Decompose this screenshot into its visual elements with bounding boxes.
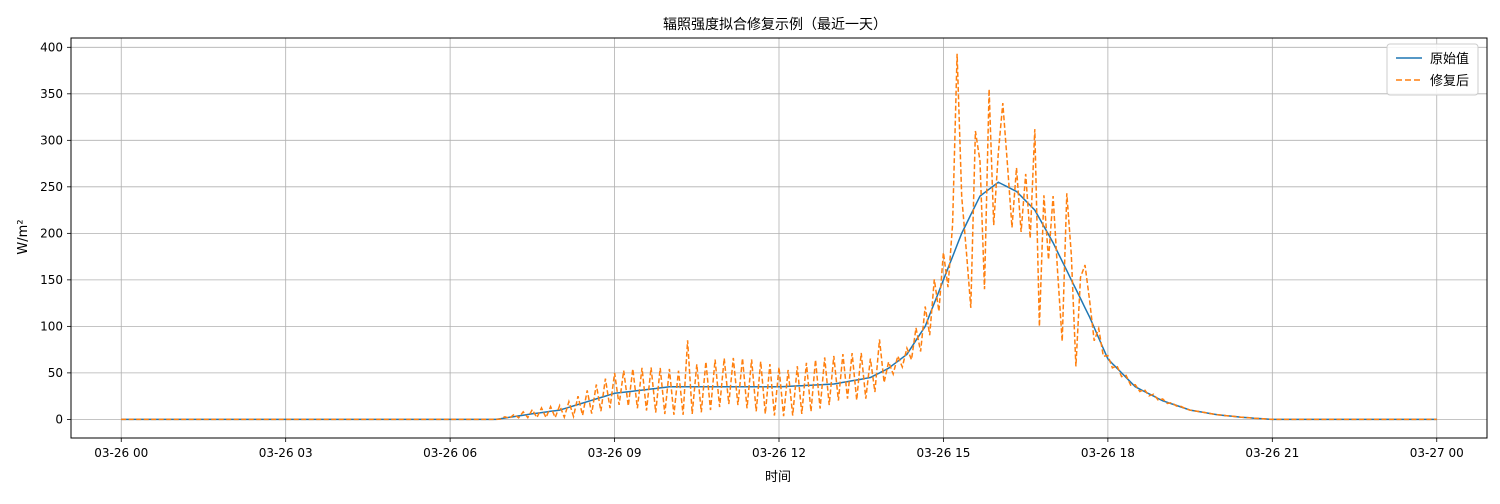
x-tick-label: 03-26 18 xyxy=(1081,446,1135,460)
chart-title: 辐照强度拟合修复示例（最近一天） xyxy=(663,16,887,33)
x-tick-label: 03-26 21 xyxy=(1245,446,1299,460)
y-tick-label: 0 xyxy=(55,412,63,426)
x-tick-label: 03-27 00 xyxy=(1410,446,1464,460)
y-tick-label: 300 xyxy=(40,133,63,147)
x-tick-label: 03-26 03 xyxy=(259,446,313,460)
y-tick-label: 100 xyxy=(40,319,63,333)
x-tick-label: 03-26 15 xyxy=(916,446,970,460)
x-tick-label: 03-26 09 xyxy=(588,446,642,460)
y-tick-label: 250 xyxy=(40,180,63,194)
y-tick-label: 150 xyxy=(40,273,63,287)
legend: 原始值 修复后 xyxy=(1386,43,1479,96)
y-tick-label: 350 xyxy=(40,87,63,101)
legend-box xyxy=(1386,43,1479,96)
legend-label-repaired: 修复后 xyxy=(1430,74,1469,89)
grid-lines xyxy=(71,38,1487,438)
y-tick-label: 50 xyxy=(48,366,63,380)
y-tick-label: 400 xyxy=(40,40,63,54)
x-tick-label: 03-26 12 xyxy=(752,446,806,460)
legend-label-original: 原始值 xyxy=(1430,51,1469,67)
y-axis-label: W/m² xyxy=(16,219,31,254)
x-axis-label: 时间 xyxy=(765,470,791,485)
y-tick-label: 200 xyxy=(40,226,63,240)
series-layer xyxy=(121,53,1437,421)
x-tick-label: 03-26 00 xyxy=(94,446,148,460)
series-line-repaired xyxy=(121,53,1437,421)
axis-ticks: 03-26 00 03-26 03 03-26 06 03-26 09 03-26 12… xyxy=(40,40,1464,460)
x-tick-label: 03-26 06 xyxy=(423,446,477,460)
